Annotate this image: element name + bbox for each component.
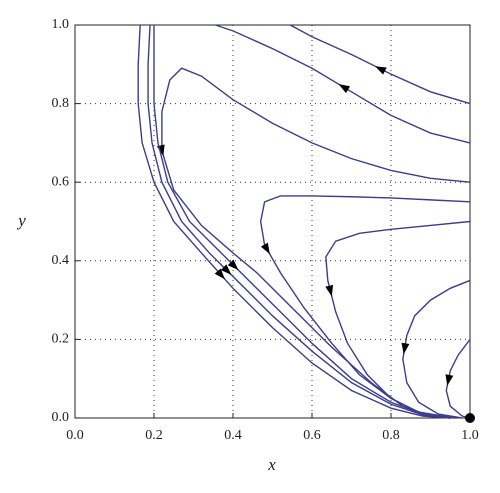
trajectory <box>289 24 471 105</box>
x-tick-label: 1.0 <box>461 428 479 443</box>
x-tick-label: 0.8 <box>382 428 400 443</box>
arrowhead <box>214 268 225 280</box>
y-tick-label: 0.0 <box>52 410 70 425</box>
arrowhead <box>325 284 334 297</box>
trajectory <box>402 279 471 419</box>
arrowhead <box>445 374 454 386</box>
trajectory <box>147 24 451 419</box>
y-tick-label: 0.8 <box>52 96 70 111</box>
x-axis-label: x <box>267 455 276 474</box>
arrowhead <box>338 84 351 94</box>
arrowhead <box>375 66 387 75</box>
arrowhead <box>227 259 239 271</box>
trajectory <box>153 25 451 419</box>
x-tick-label: 0.0 <box>66 428 84 443</box>
trajectory <box>259 195 471 419</box>
arrowhead <box>401 342 410 355</box>
trajectory <box>137 24 451 419</box>
arrowhead <box>220 264 232 275</box>
trajectory <box>325 220 471 419</box>
equilibrium-point <box>465 413 475 423</box>
y-axis-label: y <box>16 211 26 230</box>
plot-frame <box>74 24 471 419</box>
x-tick-label: 0.4 <box>224 428 242 443</box>
x-tick-label: 0.2 <box>145 428 163 443</box>
y-tick-label: 0.4 <box>52 253 70 268</box>
y-tick-label: 0.6 <box>52 174 70 189</box>
trajectory <box>215 24 471 144</box>
x-tick-label: 0.6 <box>303 428 321 443</box>
y-tick-label: 0.2 <box>52 332 70 347</box>
trajectory <box>445 338 471 419</box>
y-tick-label: 1.0 <box>52 17 70 32</box>
arrowhead <box>260 242 270 255</box>
